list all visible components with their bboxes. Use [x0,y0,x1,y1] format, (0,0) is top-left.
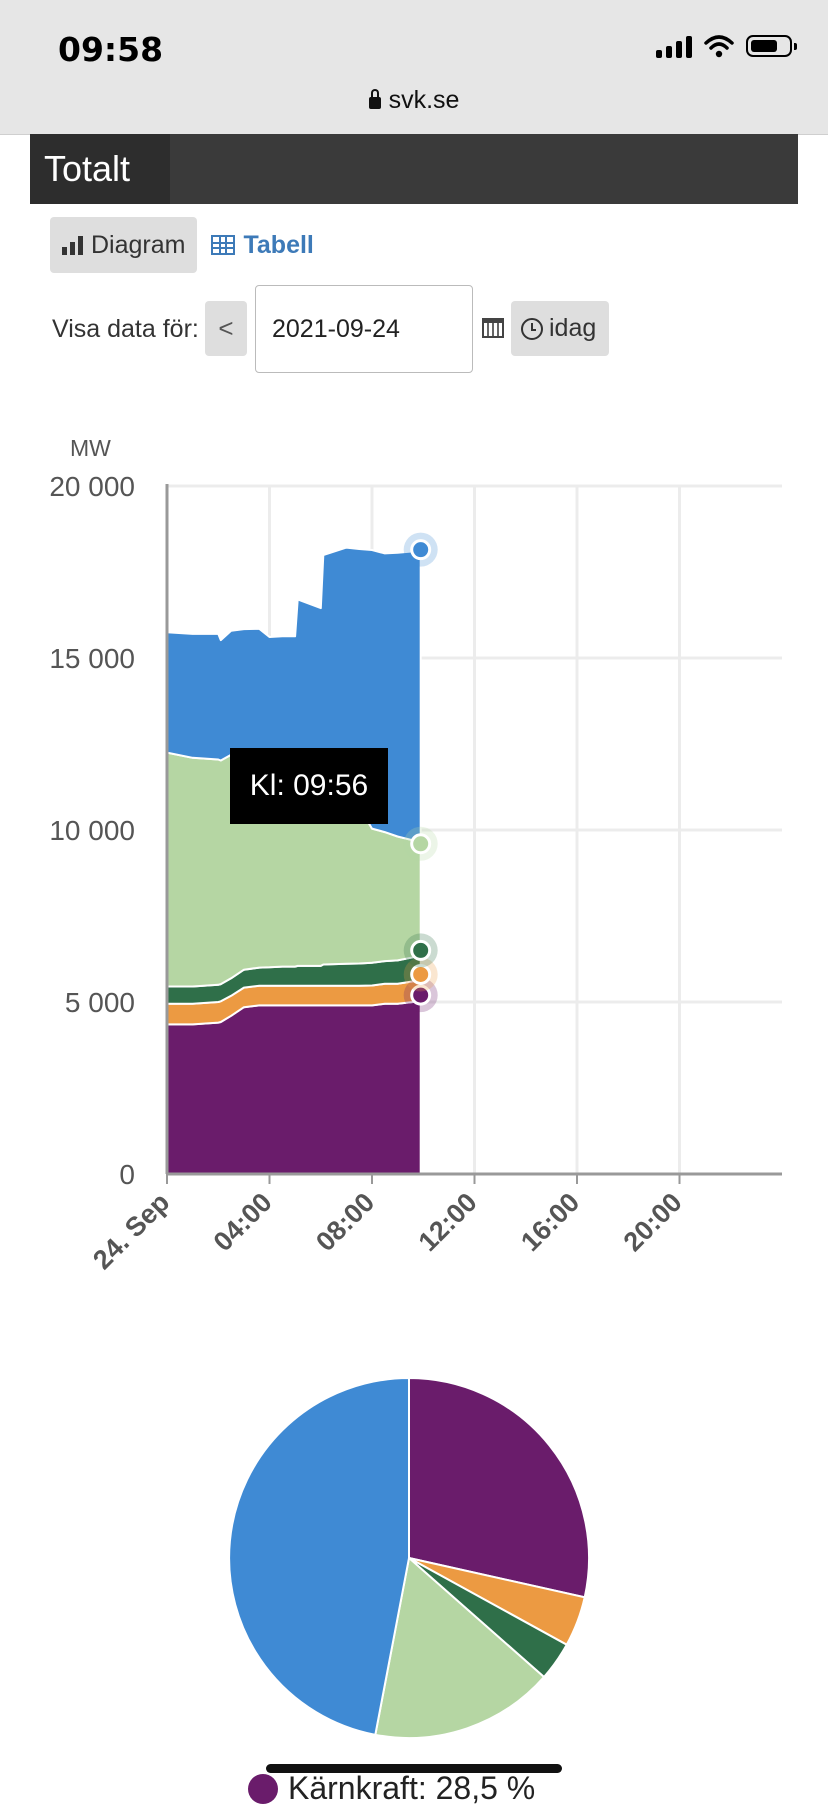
address-bar[interactable]: svk.se [0,86,828,115]
series-marker[interactable] [410,984,432,1006]
x-tick-label: 04:00 [208,1187,278,1257]
y-axis-unit: MW [70,435,111,461]
table-icon [211,235,236,255]
chart-areas [166,546,422,1175]
x-tick-label: 24. Sep [87,1187,175,1275]
x-tick-label: 08:00 [310,1187,380,1257]
x-tick-label: 16:00 [515,1187,585,1257]
view-toggle: Diagram Tabell [50,217,326,273]
series-marker[interactable] [410,963,432,985]
calendar-icon[interactable] [482,318,504,338]
legend-marker [248,1773,278,1804]
legend-item-label: Kärnkraft: 28,5 % [288,1770,536,1806]
chart-markers [403,532,438,1013]
home-indicator [266,1764,562,1773]
table-button[interactable]: Tabell [207,217,325,273]
y-tick-label: 0 [119,1159,135,1190]
x-tick-label: 12:00 [413,1187,483,1257]
legend-item-karnkraft[interactable]: Kärnkraft: 28,5 % [248,1770,535,1807]
date-input[interactable] [255,285,473,373]
y-tick-label: 5 000 [65,987,135,1018]
today-button-label: idag [549,314,597,342]
diagram-button[interactable]: Diagram [50,217,198,273]
today-button[interactable]: idag [511,301,609,356]
wifi-icon [704,35,734,58]
diagram-button-label: Diagram [91,230,186,259]
chart-tooltip: Kl: 09:56 [230,748,388,824]
table-button-label: Tabell [243,230,314,259]
pie-slice-3[interactable] [374,1556,546,1739]
panel-header: Totalt [30,134,798,204]
series-marker[interactable] [410,833,432,855]
production-pie-chart [228,1376,590,1739]
status-time: 09:58 [58,30,164,69]
panel-title: Totalt [30,134,170,204]
series-marker[interactable] [410,539,432,561]
clock-icon [521,317,543,340]
pie-slice-0[interactable] [408,1376,590,1599]
bar-chart-icon [62,235,83,255]
series-marker[interactable] [410,939,432,961]
lock-icon [368,89,381,109]
battery-icon [746,35,797,57]
x-tick-label: 20:00 [618,1187,688,1257]
production-area-chart: 0 5 000 10 000 15 000 20 000 24. Sep 04:00 08:0… [49,435,782,1275]
previous-day-button[interactable]: < [205,301,247,356]
signal-icon [656,34,692,58]
chevron-left-icon: < [218,313,234,343]
browser-top-bar: 09:58 svk.se [0,0,828,135]
y-tick-label: 20 000 [49,471,135,502]
pie-slice-4[interactable] [228,1376,410,1736]
y-tick-label: 15 000 [49,643,135,674]
url-text: svk.se [388,86,460,114]
date-label: Visa data för: [52,315,199,343]
status-icons [656,34,797,58]
y-tick-label: 10 000 [49,815,135,846]
